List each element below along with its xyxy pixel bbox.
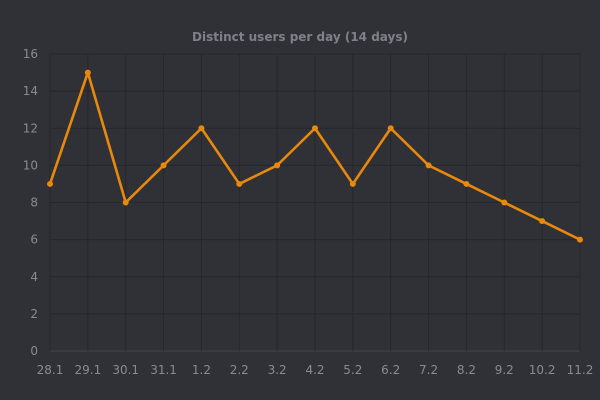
x-tick-label: 1.2 [192,363,211,377]
x-tick-label: 4.2 [305,363,324,377]
x-tick-label: 8.2 [457,363,476,377]
data-point [349,180,356,187]
x-tick-label: 6.2 [381,363,400,377]
x-tick-label: 11.2 [567,363,594,377]
data-point [312,125,318,132]
x-tick-label: 28.1 [37,363,64,377]
x-axis-ticks: 28.1 29.1 30.1 31.1 1.2 2.2 3.2 4.2 5.2 6.2 7.2 8.2… [37,363,594,377]
data-point [463,180,470,187]
y-tick-label: 6 [30,233,38,247]
chart-title: Distinct users per day (14 days) [192,30,408,44]
data-point [47,180,53,187]
x-tick-label: 31.1 [150,363,177,377]
y-tick-label: 16 [23,47,38,61]
data-point [84,69,91,76]
data-point [539,218,546,225]
x-tick-label: 30.1 [112,363,139,377]
x-tick-label: 9.2 [495,363,514,377]
data-point [274,162,281,169]
grid-lines [49,53,581,352]
data-point [160,162,167,169]
data-point [577,236,583,243]
x-tick-label: 3.2 [268,363,287,377]
y-tick-label: 12 [23,121,38,135]
data-point [387,125,394,132]
y-tick-label: 2 [30,307,38,321]
x-tick-label: 2.2 [230,363,249,377]
x-tick-label: 10.2 [529,363,556,377]
series [47,69,583,243]
x-tick-label: 29.1 [74,363,101,377]
data-point [425,162,432,169]
y-tick-label: 10 [23,158,38,172]
y-tick-label: 8 [30,196,38,210]
data-point [501,199,508,206]
x-tick-label: 7.2 [419,363,438,377]
data-point [198,125,205,132]
y-tick-label: 4 [30,270,38,284]
y-axis-ticks: 0 2 4 6 8 10 12 14 16 [23,47,38,358]
data-point [236,180,243,187]
data-point [122,199,129,206]
y-tick-label: 14 [23,84,38,98]
y-tick-label: 0 [30,344,38,358]
x-tick-label: 5.2 [343,363,362,377]
